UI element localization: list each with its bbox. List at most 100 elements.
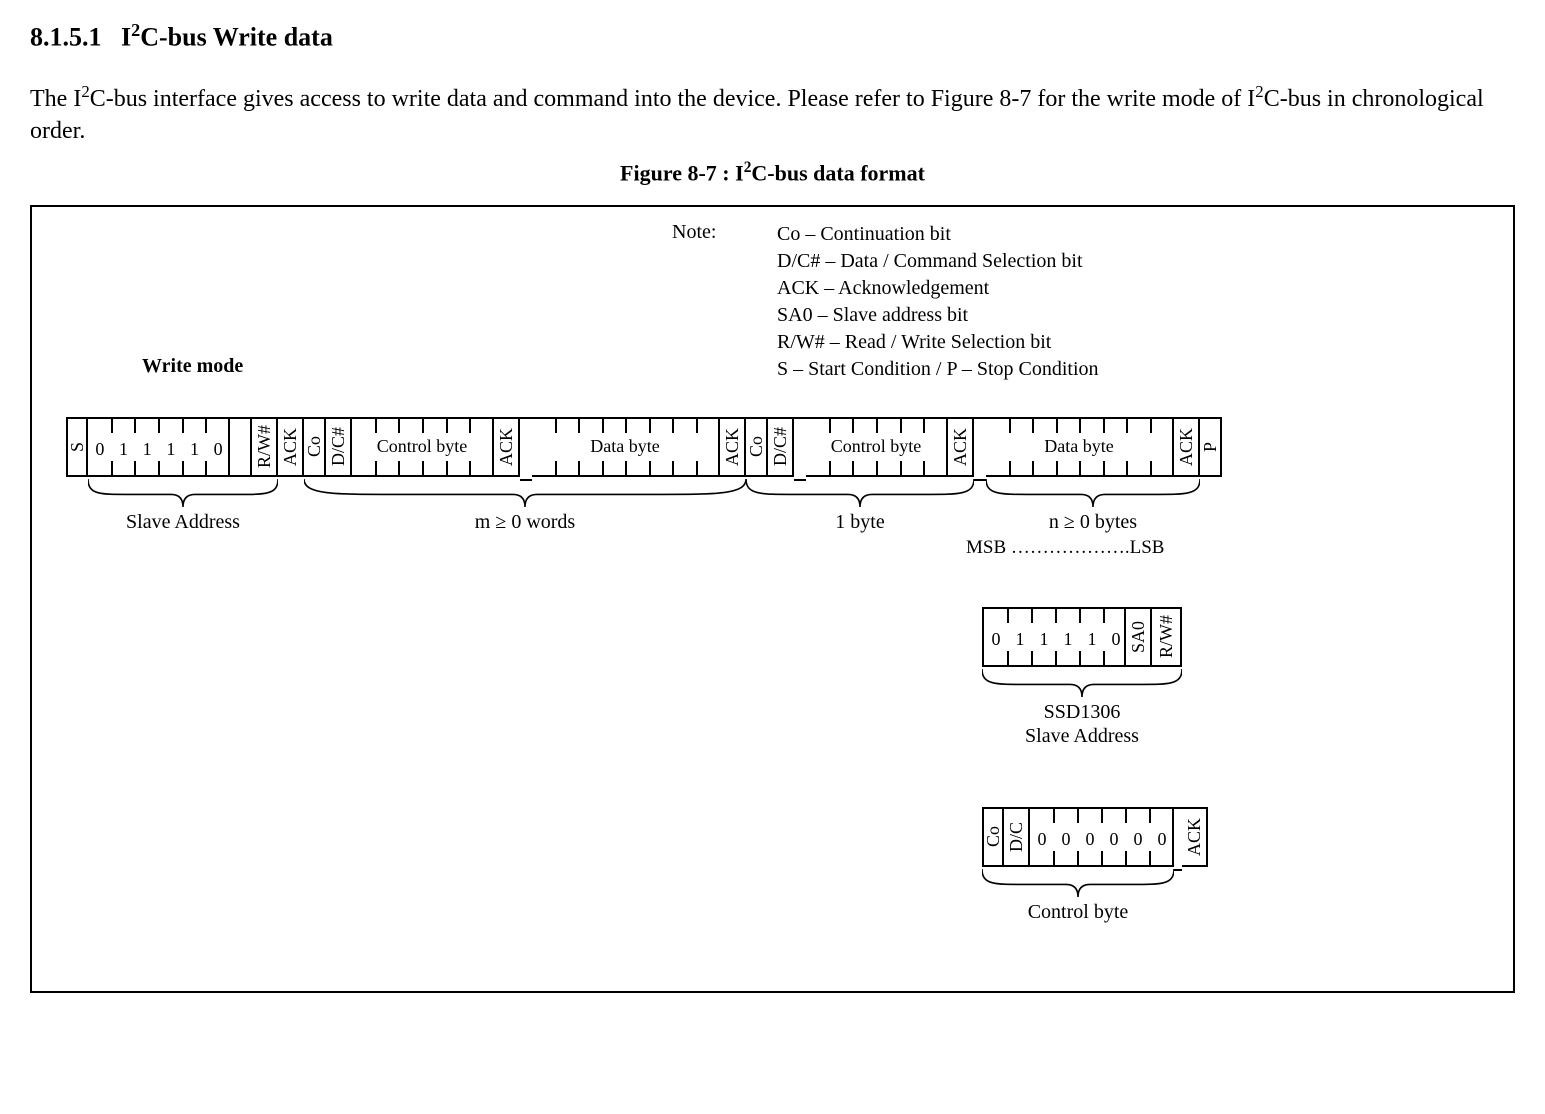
bit-value: 0 <box>91 439 109 460</box>
section-number: 8.1.5.1 <box>30 23 102 52</box>
tick <box>923 461 925 475</box>
strip-cell: R/W# <box>252 417 278 477</box>
tick <box>602 419 604 433</box>
tick <box>696 419 698 433</box>
figure-box: Note: Co – Continuation bitD/C# – Data /… <box>30 205 1515 993</box>
tick <box>672 419 674 433</box>
note-line: Co – Continuation bit <box>777 221 1099 248</box>
tick <box>625 461 627 475</box>
bit-value: 0 <box>1153 829 1171 850</box>
note-label: Note: <box>672 221 772 244</box>
tick <box>852 461 854 475</box>
tick <box>158 461 160 475</box>
note-lines: Co – Continuation bitD/C# – Data / Comma… <box>777 221 1099 383</box>
strip-gap <box>974 417 986 481</box>
tick <box>134 461 136 475</box>
strip-cell: Data byte <box>986 417 1174 477</box>
tick <box>1009 461 1011 475</box>
tick <box>182 419 184 433</box>
tick <box>469 419 471 433</box>
tick <box>1032 419 1034 433</box>
tick <box>134 419 136 433</box>
cell-label-vert: ACK <box>723 428 741 466</box>
strip-cell: Control byte <box>806 417 948 477</box>
bit-value: 0 <box>1105 829 1123 850</box>
bit-value: 0 <box>1033 829 1051 850</box>
bit-value: 0 <box>1107 629 1125 650</box>
tick <box>158 419 160 433</box>
tick <box>1077 851 1079 865</box>
tick <box>1101 851 1103 865</box>
tick <box>555 419 557 433</box>
strip-gap <box>1174 807 1182 871</box>
strip-cell: ACK <box>720 417 746 477</box>
bit-value: 0 <box>1129 829 1147 850</box>
cell-label-vert: D/C <box>1007 822 1025 852</box>
tick <box>1149 809 1151 823</box>
cell-label-vert: ACK <box>281 428 299 466</box>
strip-cell: ACK <box>1182 807 1208 867</box>
strip-cell: Data byte <box>532 417 720 477</box>
msb-lsb-label: MSB ……………….LSB <box>966 537 1194 559</box>
tick <box>1053 851 1055 865</box>
cell-label-vert: P <box>1201 442 1219 452</box>
tick <box>1150 419 1152 433</box>
tick <box>876 419 878 433</box>
strip-cell: Control byte <box>352 417 494 477</box>
bit-value: 1 <box>138 439 156 460</box>
bit-value: 0 <box>987 629 1005 650</box>
tick <box>876 461 878 475</box>
tick <box>649 419 651 433</box>
caption-rest: C-bus data format <box>751 161 925 186</box>
tick <box>398 461 400 475</box>
tick <box>1101 809 1103 823</box>
tick <box>1125 851 1127 865</box>
bit-value: 1 <box>162 439 180 460</box>
strip-cell: 000000 <box>1030 807 1174 867</box>
intro-paragraph: The I2C-bus interface gives access to wr… <box>30 81 1515 148</box>
strip-cell: R/W# <box>1152 607 1182 667</box>
tick <box>1150 461 1152 475</box>
cell-label: Control byte <box>831 436 922 457</box>
cell-label: Control byte <box>377 436 468 457</box>
note-line: S – Start Condition / P – Stop Condition <box>777 356 1099 383</box>
cell-label-vert: Co <box>984 826 1002 847</box>
strip-gap <box>520 417 532 481</box>
bit-value: 1 <box>1011 629 1029 650</box>
strip-cell: Co <box>746 417 768 477</box>
strip-cell <box>230 417 252 477</box>
tick <box>1103 419 1105 433</box>
brace <box>982 669 1182 697</box>
main-strip: S011110R/W#ACKCoD/C#Control byteACKData … <box>66 417 1222 477</box>
cell-label-vert: Co <box>305 436 323 457</box>
bit-value: 0 <box>1057 829 1075 850</box>
tick <box>1055 609 1057 623</box>
tick <box>1103 609 1105 623</box>
cell-label-vert: SA0 <box>1129 621 1147 653</box>
tick <box>446 461 448 475</box>
bit-value: 0 <box>1081 829 1099 850</box>
tick <box>829 419 831 433</box>
control-byte-strip: CoD/C000000ACK <box>982 807 1208 867</box>
tick <box>923 419 925 433</box>
tick <box>1031 609 1033 623</box>
brace-label: Control byte <box>982 901 1174 924</box>
tick <box>1056 461 1058 475</box>
figure-caption: Figure 8-7 : I2C-bus data format <box>30 159 1515 186</box>
cell-label: Data byte <box>1044 436 1113 457</box>
bit-value: 0 <box>209 439 227 460</box>
tick <box>1079 609 1081 623</box>
brace-label: SSD1306 <box>982 701 1182 724</box>
tick <box>1125 809 1127 823</box>
cell-label-vert: ACK <box>497 428 515 466</box>
bit-value: 1 <box>115 439 133 460</box>
section-title-prefix: I <box>121 23 131 52</box>
cell-label-vert: R/W# <box>1157 615 1175 658</box>
tick <box>829 461 831 475</box>
strip-cell: ACK <box>278 417 304 477</box>
tick <box>1103 461 1105 475</box>
note-line: D/C# – Data / Command Selection bit <box>777 248 1099 275</box>
cell-label-vert: ACK <box>951 428 969 466</box>
strip-cell: D/C <box>1004 807 1030 867</box>
tick <box>375 419 377 433</box>
